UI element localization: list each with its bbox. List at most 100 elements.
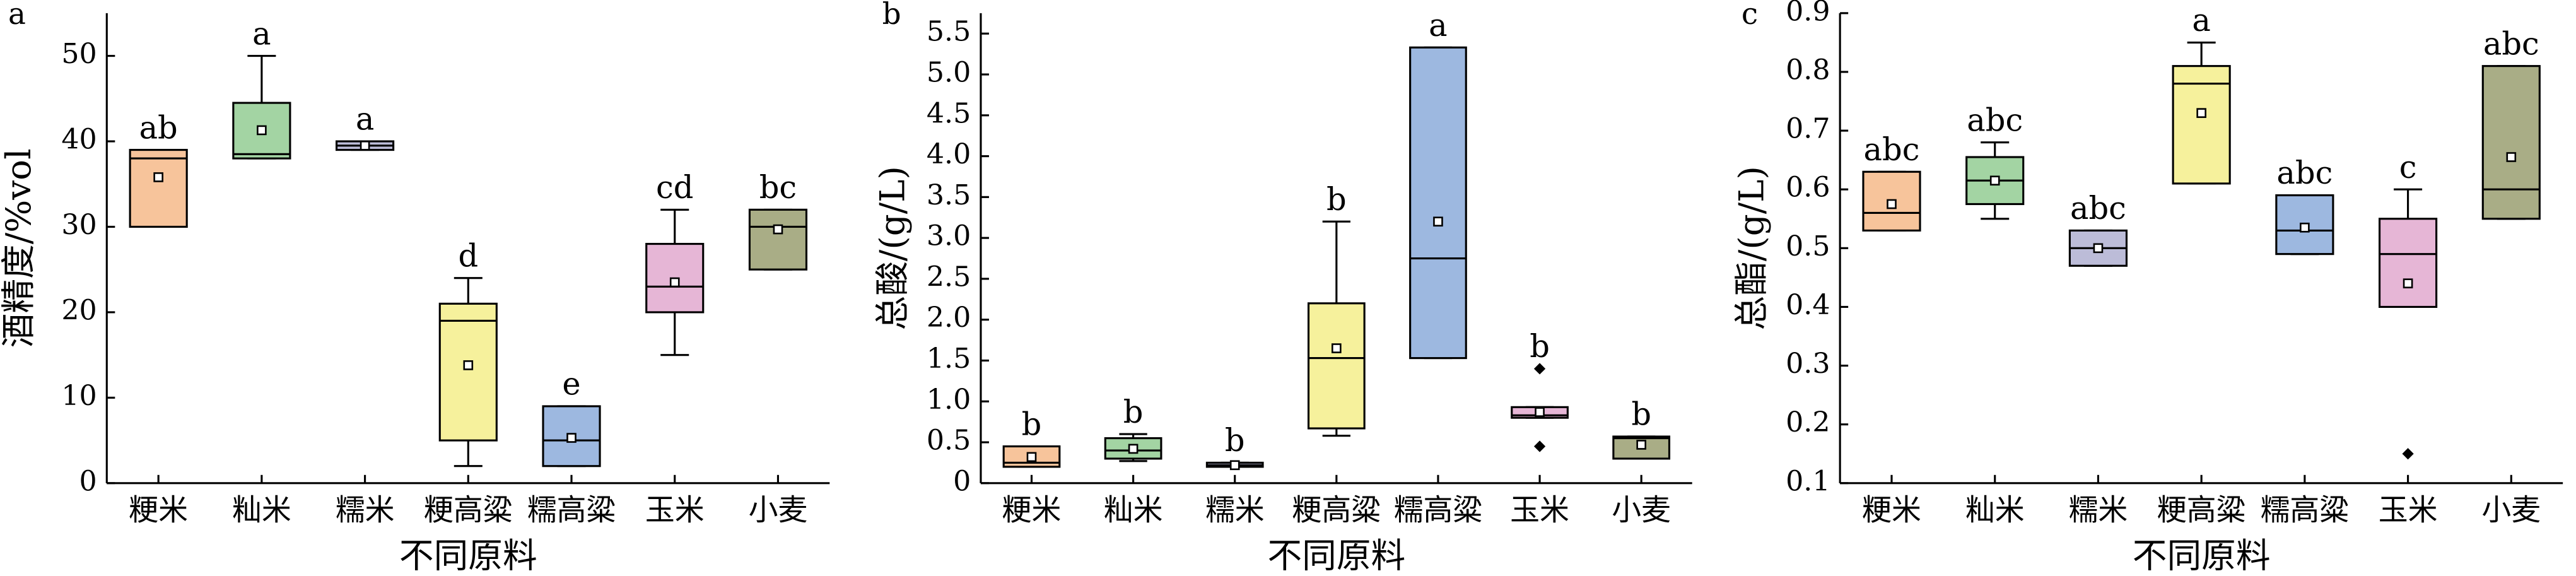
significance-letter: b: [1225, 422, 1245, 459]
y-tick-label: 30: [61, 209, 97, 241]
mean-marker: [2506, 152, 2517, 162]
panel-label: c: [1742, 0, 1758, 32]
box: [2172, 65, 2231, 185]
outlier: [1533, 440, 1546, 452]
significance-letter: abc: [2483, 25, 2539, 62]
y-tick-label: 0.7: [1786, 113, 1830, 145]
y-tick-label: 0: [953, 465, 971, 497]
mean-marker: [669, 277, 680, 288]
x-tick-label: 玉米: [1510, 493, 1569, 528]
significance-letter: e: [562, 366, 580, 403]
box: [1409, 46, 1467, 360]
box: [748, 208, 808, 271]
mean-marker: [360, 140, 370, 151]
significance-letter: ab: [139, 109, 178, 146]
significance-letter: a: [252, 15, 271, 52]
significance-letter: abc: [1967, 102, 2023, 138]
mean-marker: [1128, 444, 1139, 454]
mean-marker: [257, 125, 267, 136]
y-tick-label: 0.4: [1786, 289, 1830, 321]
y-tick-label: 5.0: [927, 57, 971, 89]
y-tick-label: 0.9: [1786, 0, 1830, 27]
mean-marker: [1229, 460, 1240, 471]
outlier: [2402, 448, 2414, 460]
mean-marker: [1433, 216, 1443, 227]
y-tick-label: 2.5: [927, 261, 971, 293]
x-tick-label: 小麦: [749, 493, 808, 528]
y-axis-label: 总酯/(g/L): [1731, 166, 1772, 330]
x-tick-label: 粳高粱: [1292, 493, 1381, 528]
mean-marker: [1535, 407, 1545, 417]
box: [438, 302, 498, 442]
x-tick-label: 糯米: [2069, 493, 2128, 528]
y-tick-label: 20: [61, 294, 97, 326]
x-tick-label: 籼米: [232, 493, 291, 528]
y-tick-label: 40: [61, 124, 97, 156]
y-axis-label: 总酸/(g/L): [872, 166, 913, 330]
mean-marker: [2300, 222, 2310, 233]
x-tick-label: 粳米: [1002, 493, 1062, 528]
mean-marker: [566, 433, 577, 443]
x-axis-label: 不同原料: [2133, 536, 2271, 576]
panel-label: b: [882, 0, 901, 32]
mean-marker: [2196, 108, 2206, 118]
y-tick-label: 10: [61, 380, 97, 412]
significance-letter: cd: [656, 169, 693, 206]
mean-marker: [2093, 243, 2104, 254]
y-tick-label: 3.5: [927, 179, 971, 211]
y-tick-label: 1.0: [927, 384, 971, 416]
significance-letter: b: [1631, 396, 1651, 433]
x-tick-label: 糯米: [336, 493, 395, 528]
x-tick-label: 粳高粱: [2157, 493, 2246, 528]
y-tick-label: 0.1: [1786, 465, 1830, 497]
y-tick-label: 3.0: [927, 220, 971, 252]
significance-letter: d: [458, 237, 478, 274]
x-tick-label: 籼米: [1104, 493, 1163, 528]
y-tick-label: 4.5: [927, 97, 971, 129]
significance-letter: b: [1326, 181, 1347, 218]
y-tick-label: 50: [61, 38, 97, 70]
significance-letter: bc: [759, 169, 797, 206]
x-tick-label: 糯高粱: [527, 493, 616, 528]
significance-letter: abc: [2276, 155, 2333, 191]
y-tick-label: 0.6: [1786, 172, 1830, 204]
x-tick-label: 玉米: [2379, 493, 2438, 528]
x-axis-label: 不同原料: [399, 536, 537, 576]
x-tick-label: 粳高粱: [424, 493, 513, 528]
panel-label: a: [8, 0, 26, 32]
significance-letter: b: [1530, 328, 1550, 365]
mean-marker: [1332, 343, 1342, 353]
x-tick-label: 粳米: [129, 493, 188, 528]
box: [129, 148, 188, 228]
box: [2379, 218, 2438, 309]
y-axis-label: 酒精度/%vol: [0, 148, 38, 348]
mean-marker: [153, 172, 163, 182]
box: [2481, 65, 2541, 220]
x-tick-label: 糯米: [1205, 493, 1265, 528]
y-tick-label: 5.5: [927, 16, 971, 48]
mean-marker: [1887, 199, 1897, 209]
box: [1307, 302, 1366, 430]
mean-marker: [773, 224, 783, 235]
x-tick-label: 粳米: [1862, 493, 1921, 528]
significance-letter: b: [1123, 394, 1144, 430]
x-tick-label: 籼米: [1965, 493, 2025, 528]
y-tick-label: 0.8: [1786, 54, 1830, 86]
significance-letter: c: [2399, 149, 2417, 185]
y-tick-label: 0: [79, 465, 97, 497]
significance-letter: a: [2192, 2, 2210, 38]
mean-marker: [2403, 278, 2413, 289]
y-tick-label: 0.2: [1786, 406, 1830, 438]
x-tick-label: 小麦: [1612, 493, 1671, 528]
y-tick-label: 0.5: [1786, 230, 1830, 262]
x-tick-label: 小麦: [2481, 493, 2541, 528]
y-tick-label: 4.0: [927, 138, 971, 170]
significance-letter: a: [1429, 7, 1447, 44]
mean-marker: [1989, 175, 2000, 186]
x-tick-label: 玉米: [645, 493, 705, 528]
significance-letter: abc: [1864, 131, 1920, 168]
y-tick-label: 0.3: [1786, 348, 1830, 380]
y-tick-label: 0.5: [927, 425, 971, 457]
y-tick-label: 2.0: [927, 302, 971, 334]
